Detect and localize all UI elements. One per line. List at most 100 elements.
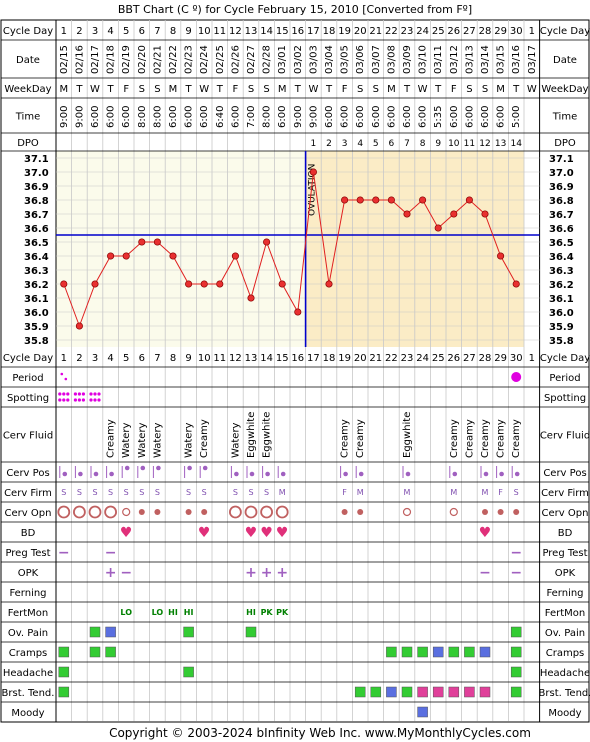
cerv-fluid-label: Creamy xyxy=(355,419,366,458)
brst-tend-square xyxy=(417,686,428,698)
cerv-fluid-label: Creamy xyxy=(464,419,475,458)
brst-tend-square xyxy=(370,686,382,698)
cerv-pos-dot xyxy=(499,471,504,477)
time-label: 6:00 xyxy=(386,106,397,128)
cycle-day-number-bottom: 5 xyxy=(123,353,129,364)
y-tick-label-left: 37.1 xyxy=(24,154,49,165)
time-label: 6:00 xyxy=(464,106,475,128)
cycle-day-number: 5 xyxy=(123,26,129,37)
spotting-dot xyxy=(89,398,93,402)
date-label: 03/01 xyxy=(277,45,288,74)
weekday-label: T xyxy=(185,84,193,95)
cramps-square xyxy=(105,646,116,658)
cycle-day-number: 13 xyxy=(245,26,258,37)
dpo-number: 4 xyxy=(357,139,363,149)
opk-mark: + xyxy=(261,565,273,581)
weekday-label: T xyxy=(403,84,411,95)
cerv-pos-dot xyxy=(358,471,364,477)
cycle-day-number-bottom: 1 xyxy=(529,353,535,364)
cramps-square xyxy=(417,646,428,658)
temperature-point xyxy=(434,224,442,232)
weekday-label: W xyxy=(90,84,100,95)
y-tick-label-right: 36.0 xyxy=(549,308,574,319)
temperature-point xyxy=(309,168,317,176)
weekday-label: W xyxy=(308,84,318,95)
dpo-number: 11 xyxy=(464,139,475,149)
weekday-label: S xyxy=(357,84,363,95)
time-label: 6:00 xyxy=(402,106,413,128)
cerv-fluid-label: Creamy xyxy=(496,419,507,458)
time-label: 6:00 xyxy=(371,106,382,128)
cerv-fluid-label: Creamy xyxy=(449,419,460,458)
date-label: 02/24 xyxy=(199,45,210,74)
cramps-square xyxy=(479,646,491,658)
date-label: 02/16 xyxy=(74,45,85,74)
weekday-label: T xyxy=(216,84,224,95)
brst-tend-square xyxy=(401,686,413,698)
cerv-opn-dot xyxy=(138,509,145,515)
cerv-opn-circle xyxy=(57,505,71,519)
cycle-day-number: 29 xyxy=(494,26,507,37)
date-label: 02/17 xyxy=(90,45,101,74)
spotting-dot xyxy=(97,392,101,396)
cerv-fluid-label: Eggwhite xyxy=(246,412,257,458)
cycle-day-number: 7 xyxy=(154,26,160,37)
cerv-fluid-label: Eggwhite xyxy=(402,412,413,458)
ov-pain-square xyxy=(105,626,116,638)
row-label-left: Date xyxy=(16,55,40,66)
time-label: 6:00 xyxy=(184,106,195,128)
temperature-point xyxy=(200,280,208,288)
brst-tend-square xyxy=(464,686,475,698)
row-label-left: Cramps xyxy=(9,648,48,659)
row-label-left: Moody xyxy=(11,708,44,719)
cerv-pos-dot xyxy=(265,471,270,477)
temperature-point xyxy=(325,280,333,288)
cycle-day-number-bottom: 8 xyxy=(170,353,176,364)
time-label: 6:00 xyxy=(418,106,429,128)
cerv-pos-dot xyxy=(156,465,161,471)
cerv-firm-label: S xyxy=(186,488,191,497)
cycle-day-number: 14 xyxy=(260,26,273,37)
cycle-day-number-bottom: 3 xyxy=(92,353,98,364)
row-label-left: Preg Test xyxy=(5,548,50,559)
cycle-day-number-bottom: 1 xyxy=(61,353,67,364)
temperature-point xyxy=(403,210,411,218)
cerv-firm-label: S xyxy=(248,488,253,497)
temperature-point xyxy=(216,280,224,288)
date-label: 03/05 xyxy=(340,45,351,74)
cycle-day-number-bottom: 9 xyxy=(185,353,191,364)
headache-square xyxy=(510,666,522,678)
cerv-pos-dot xyxy=(93,471,99,477)
temperature-point xyxy=(247,294,255,302)
cycle-day-number: 3 xyxy=(92,26,98,37)
time-label: 6:00 xyxy=(90,106,101,128)
cycle-day-number-bottom: 6 xyxy=(139,353,145,364)
y-tick-label-left: 36.3 xyxy=(24,266,49,277)
cerv-firm-label: S xyxy=(92,488,97,497)
weekday-label: M xyxy=(496,84,505,95)
y-tick-label-right: 35.8 xyxy=(549,336,574,347)
spotting-dot xyxy=(81,398,85,402)
row-label-left: Spotting xyxy=(7,393,49,404)
cramps-square xyxy=(58,646,70,658)
weekday-label: T xyxy=(325,84,333,95)
time-label: 6:00 xyxy=(496,106,507,128)
weekday-label: W xyxy=(527,84,537,95)
row-label-right: DPO xyxy=(554,138,576,149)
row-label-right: Period xyxy=(549,373,580,384)
cerv-opn-dot xyxy=(185,509,192,515)
cycle-day-number: 26 xyxy=(447,26,460,37)
fertmon-label: HI xyxy=(246,608,256,617)
cycle-day-number-bottom: 10 xyxy=(198,353,211,364)
row-label-right: Cycle Day xyxy=(540,353,590,364)
row-label-left: Period xyxy=(12,373,43,384)
date-label: 02/26 xyxy=(230,45,241,74)
temperature-point xyxy=(122,252,130,260)
weekday-label: F xyxy=(451,84,457,95)
cycle-day-number: 1 xyxy=(529,26,535,37)
header-rows: 1122334455667788991010111112121313141415… xyxy=(59,26,538,364)
spotting-dot xyxy=(62,398,66,402)
temperature-point xyxy=(75,322,83,330)
cycle-day-number: 24 xyxy=(416,26,429,37)
cerv-fluid-label: Watery xyxy=(184,422,195,458)
